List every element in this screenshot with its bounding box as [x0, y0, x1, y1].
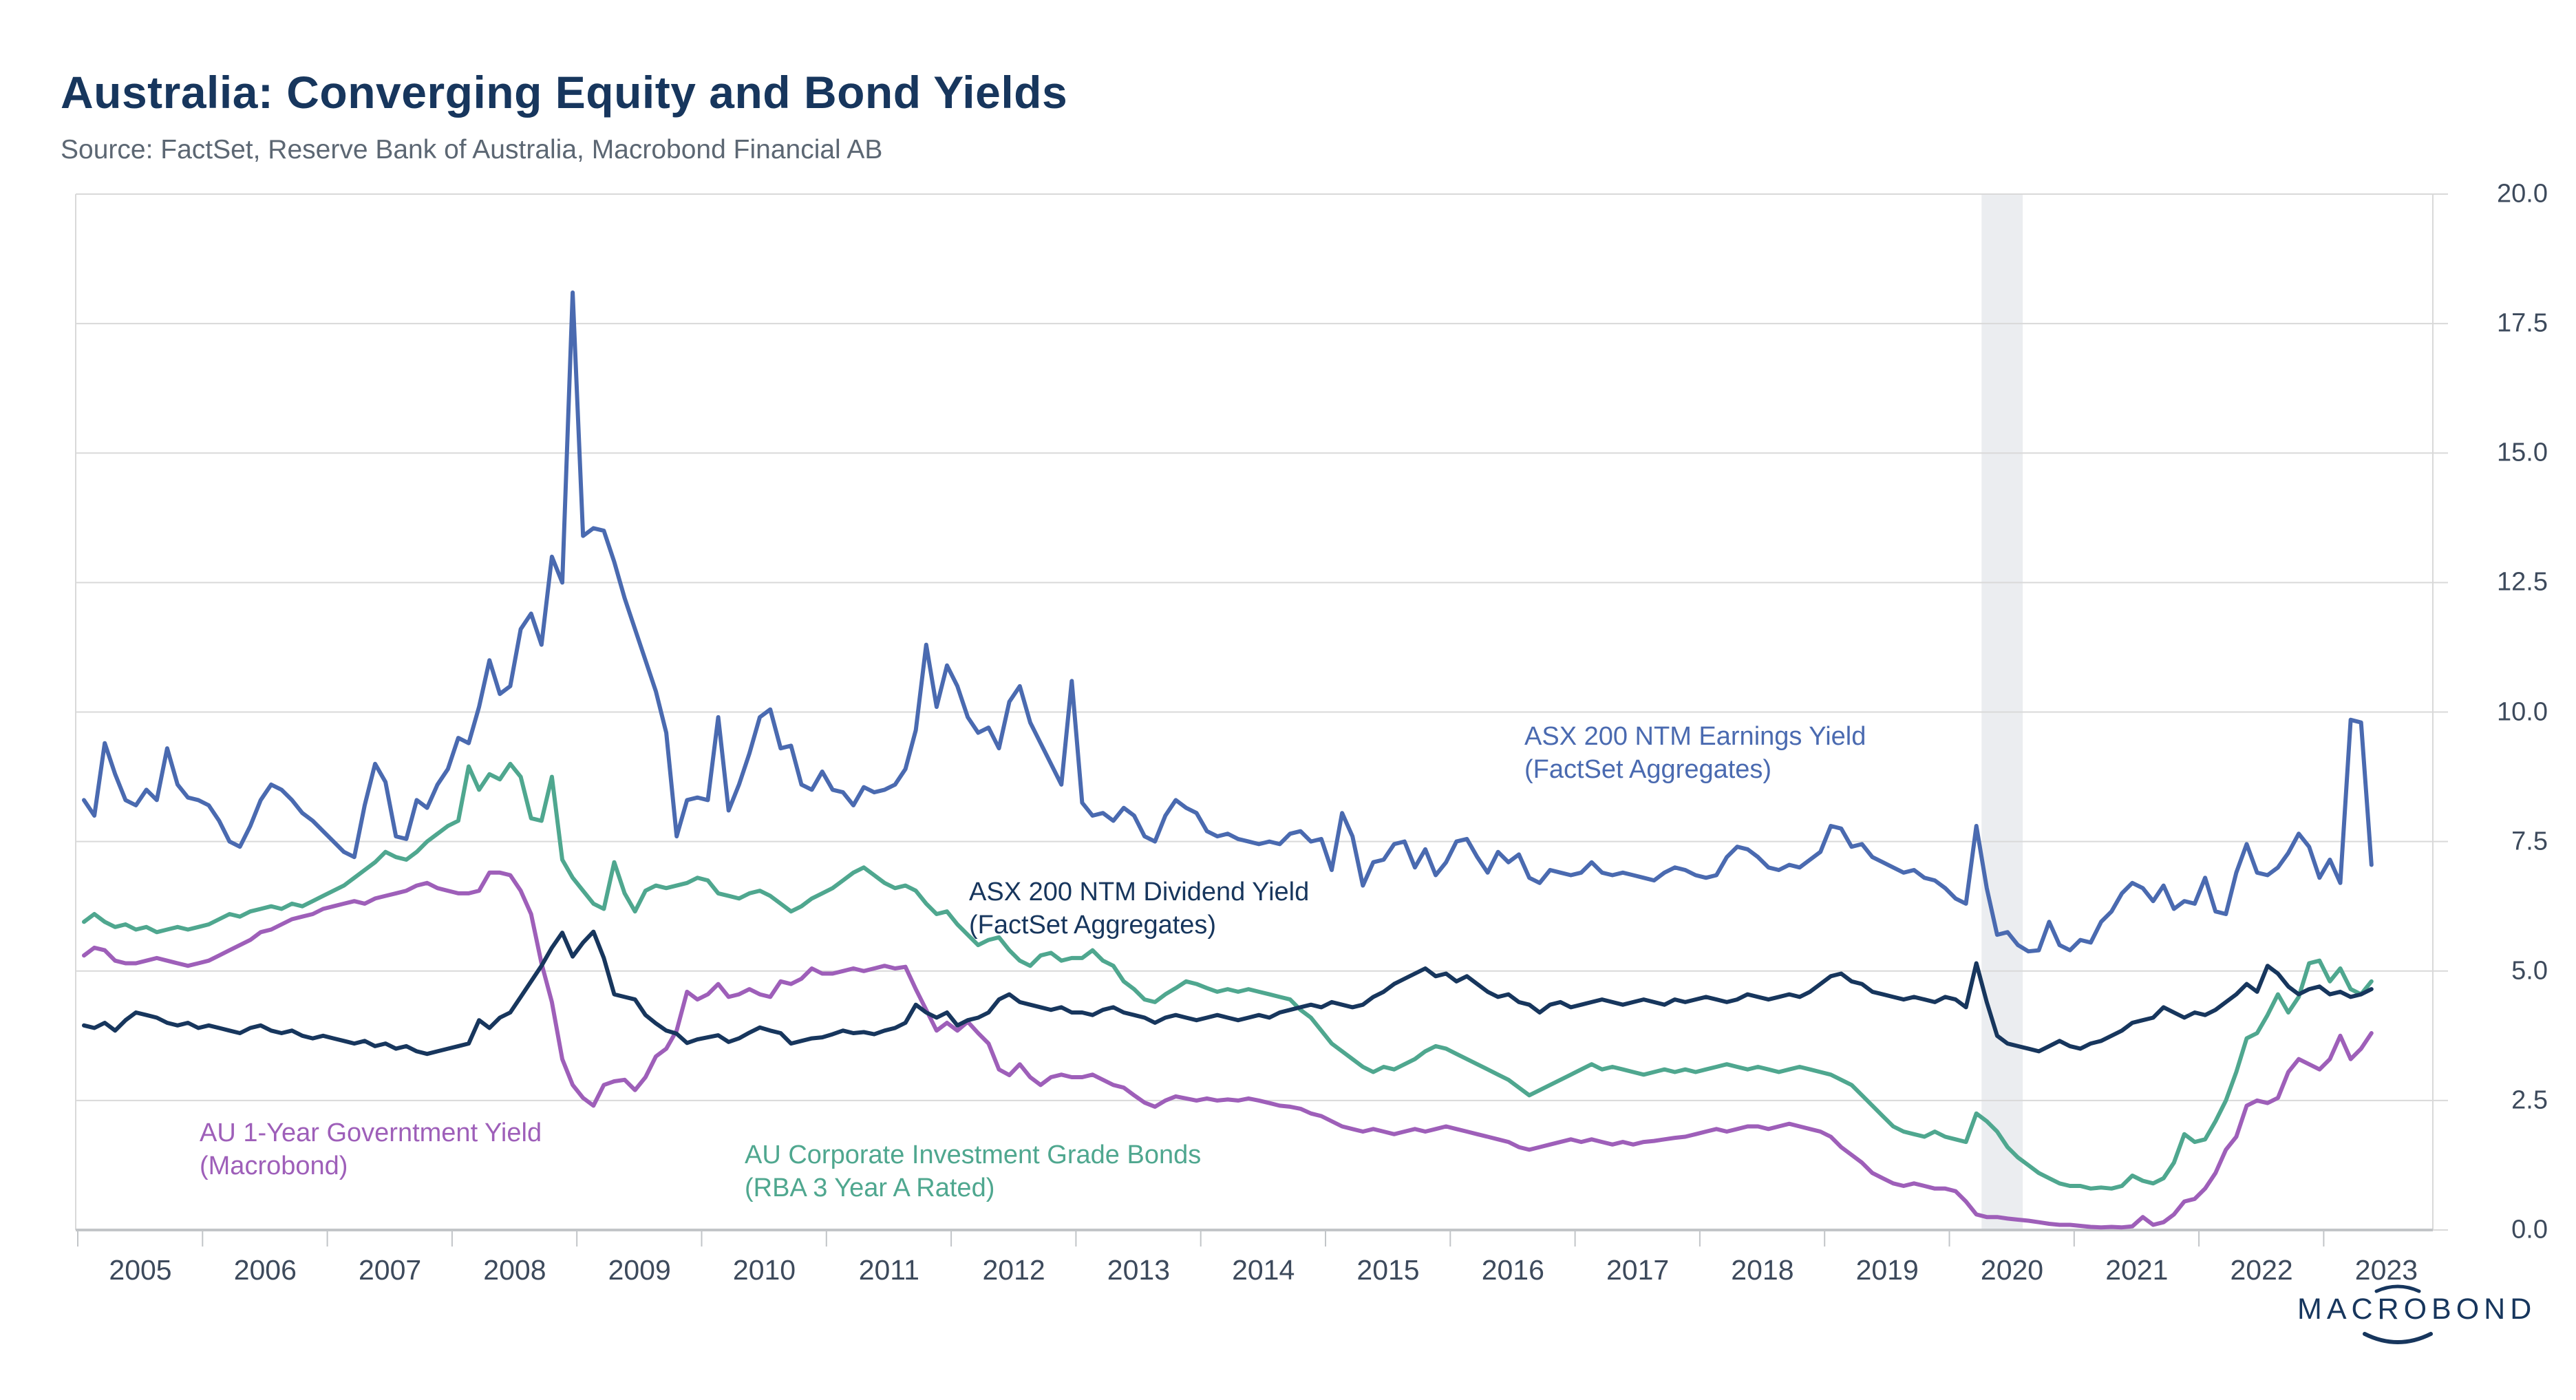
- x-tick-label: 2022: [2230, 1254, 2293, 1286]
- x-tick-label: 2019: [1855, 1254, 1919, 1286]
- x-tick-label: 2011: [858, 1254, 919, 1286]
- y-tick-label: 0.0: [2511, 1215, 2548, 1244]
- page-title: Australia: Converging Equity and Bond Yi…: [61, 67, 1068, 118]
- series-line-corporate: [82, 761, 2374, 1191]
- x-tick-label: 2016: [1481, 1254, 1544, 1286]
- x-tick-label: 2010: [732, 1254, 796, 1286]
- y-tick-label: 2.5: [2511, 1085, 2548, 1115]
- x-tick-label: 2008: [483, 1254, 546, 1286]
- y-tick-label: 5.0: [2511, 956, 2548, 986]
- macrobond-logo-arc-icon: [2363, 1284, 2433, 1344]
- x-tick-label: 2009: [608, 1254, 671, 1286]
- x-tick-label: 2023: [2354, 1254, 2418, 1286]
- source-line: Source: FactSet, Reserve Bank of Austral…: [61, 135, 883, 165]
- y-tick-label: 17.5: [2497, 308, 2548, 338]
- y-tick-label: 12.5: [2497, 567, 2548, 597]
- x-tick-label: 2013: [1107, 1254, 1170, 1286]
- x-tick-label: 2021: [2105, 1254, 2169, 1286]
- series-line-government: [82, 870, 2374, 1230]
- series-label-line: ASX 200 NTM Dividend Yield: [969, 878, 1310, 906]
- x-tick-label: 2015: [1356, 1254, 1420, 1286]
- y-tick-label: 10.0: [2497, 697, 2548, 726]
- x-tick-label: 2007: [358, 1254, 422, 1286]
- series-line-dividend: [82, 929, 2374, 1057]
- macrobond-logo: MACROBOND: [2297, 1293, 2537, 1326]
- y-tick-label: 20.0: [2497, 179, 2548, 209]
- y-tick-label: 7.5: [2511, 827, 2548, 856]
- x-tick-label: 2006: [233, 1254, 297, 1286]
- series-label-line: (FactSet Aggregates): [1524, 755, 1772, 784]
- series-label-dividend-yield: ASX 200 NTM Dividend Yield (FactSet Aggr…: [969, 876, 1309, 942]
- x-tick-label: 2018: [1731, 1254, 1794, 1286]
- series-label-earnings-yield: ASX 200 NTM Earnings Yield (FactSet Aggr…: [1524, 720, 1866, 786]
- series-label-line: AU Corporate Investment Grade Bonds: [745, 1141, 1202, 1169]
- x-tick-label: 2012: [982, 1254, 1045, 1286]
- x-tick-label: 2005: [109, 1254, 172, 1286]
- series-label-line: (FactSet Aggregates): [969, 911, 1217, 940]
- x-tick-label: 2020: [1980, 1254, 2044, 1286]
- y-tick-label: 15.0: [2497, 438, 2548, 467]
- x-tick-label: 2017: [1606, 1254, 1670, 1286]
- series-line-earnings: [82, 290, 2374, 954]
- x-tick-label: 2014: [1232, 1254, 1295, 1286]
- series-label-line: ASX 200 NTM Earnings Yield: [1524, 722, 1866, 751]
- series-label-line: AU 1-Year Governtment Yield: [200, 1118, 542, 1147]
- series-label-government-yield: AU 1-Year Governtment Yield (Macrobond): [200, 1116, 542, 1182]
- series-label-line: (Macrobond): [200, 1152, 348, 1180]
- series-label-line: (RBA 3 Year A Rated): [745, 1174, 995, 1202]
- series-label-corporate-bonds: AU Corporate Investment Grade Bonds (RBA…: [745, 1138, 1201, 1205]
